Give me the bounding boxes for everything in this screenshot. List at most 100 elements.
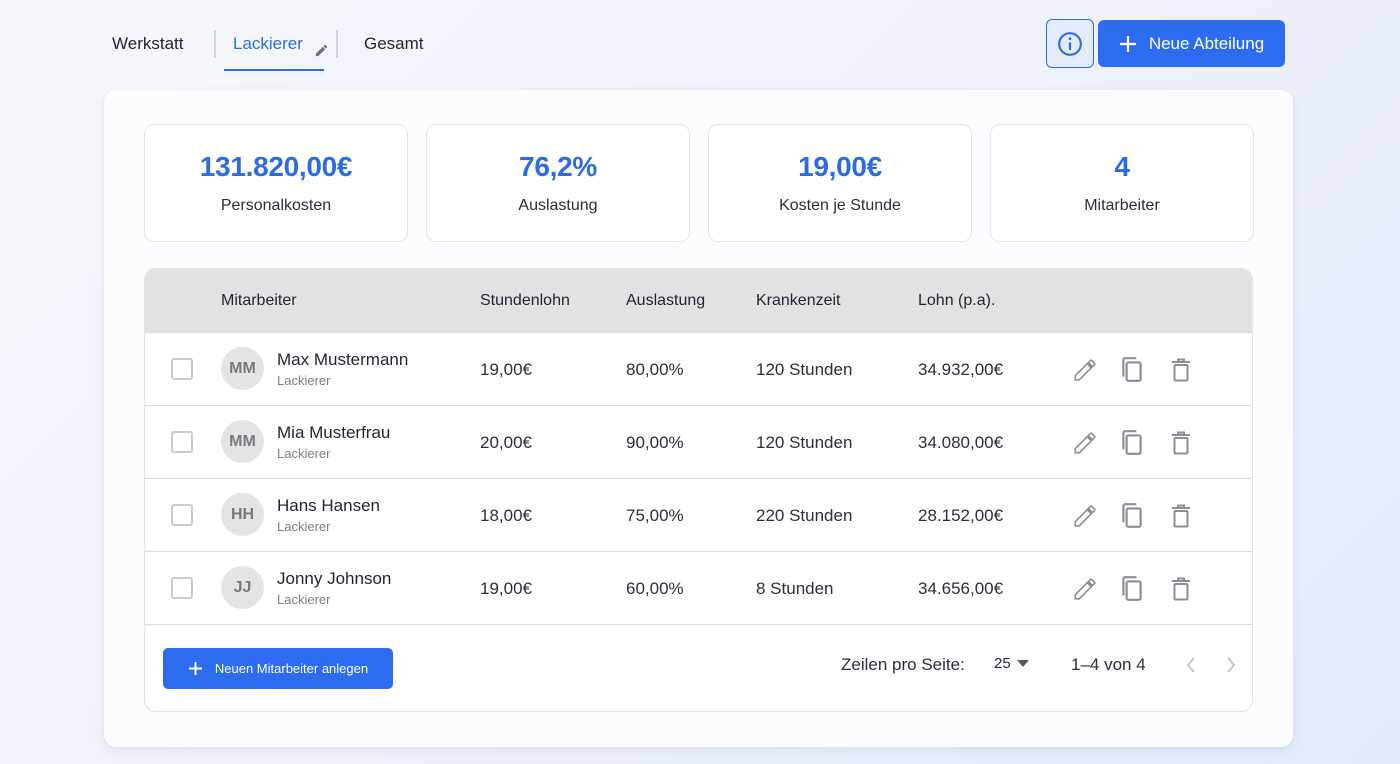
pencil-icon xyxy=(1074,432,1096,454)
copy-icon xyxy=(1122,357,1142,382)
tab-lackierer[interactable]: Lackierer xyxy=(216,26,336,72)
hourly-wage-cell: 19,00€ xyxy=(480,579,532,598)
plus-icon xyxy=(1119,35,1136,52)
employee-role: Lackierer xyxy=(277,592,331,607)
rows-per-page-select[interactable]: 25 xyxy=(994,655,1029,672)
avatar-initials: JJ xyxy=(233,578,252,596)
column-header-annual-pay[interactable]: Lohn (p.a). xyxy=(918,292,996,309)
hourly-wage-cell: 19,00€ xyxy=(480,360,532,379)
duplicate-button[interactable] xyxy=(1117,574,1147,604)
kpi-employee-count: 4 Mitarbeiter xyxy=(990,124,1254,242)
pencil-icon xyxy=(1074,505,1096,527)
copy-icon xyxy=(1122,576,1142,601)
chevron-left-icon xyxy=(1186,657,1195,673)
employee-role: Lackierer xyxy=(277,446,331,461)
department-tabs: Werkstatt Lackierer Gesamt xyxy=(112,26,424,72)
delete-button[interactable] xyxy=(1166,574,1196,604)
edit-button[interactable] xyxy=(1070,574,1100,604)
duplicate-button[interactable] xyxy=(1117,355,1147,385)
avatar-initials: HH xyxy=(230,505,255,523)
employee-role: Lackierer xyxy=(277,519,331,534)
previous-page-button[interactable] xyxy=(1181,655,1201,675)
column-header-hourly-wage[interactable]: Stundenlohn xyxy=(480,292,570,309)
copy-icon xyxy=(1122,430,1142,455)
kpi-value: 19,00€ xyxy=(798,151,882,182)
kpi-value: 4 xyxy=(1114,151,1130,182)
tab-gesamt[interactable]: Gesamt xyxy=(338,26,424,72)
trash-icon xyxy=(1172,431,1190,455)
new-department-button[interactable]: Neue Abteilung xyxy=(1098,20,1285,67)
chevron-right-icon xyxy=(1227,657,1236,673)
employee-role: Lackierer xyxy=(277,373,331,388)
table-row: MM Max Mustermann Lackierer 19,00€ 80,00… xyxy=(145,332,1252,405)
row-checkbox[interactable] xyxy=(171,504,193,526)
rows-per-page-value: 25 xyxy=(994,655,1011,672)
tab-lackierer-label: Lackierer xyxy=(233,34,303,53)
annual-pay-cell: 34.080,00€ xyxy=(918,433,1004,452)
kpi-value: 131.820,00€ xyxy=(199,151,353,182)
department-card: 131.820,00€ Personalkosten 76,2% Auslast… xyxy=(104,90,1293,747)
kpi-utilization: 76,2% Auslastung xyxy=(426,124,690,242)
utilization-cell: 60,00% xyxy=(626,579,684,598)
hourly-wage-cell: 20,00€ xyxy=(480,433,532,452)
row-checkbox[interactable] xyxy=(171,577,193,599)
delete-button[interactable] xyxy=(1166,428,1196,458)
table-footer: Neuen Mitarbeiter anlegen Zeilen pro Sei… xyxy=(145,624,1252,711)
edit-button[interactable] xyxy=(1070,501,1100,531)
sick-time-cell: 120 Stunden xyxy=(756,433,853,452)
table-row: HH Hans Hansen Lackierer 18,00€ 75,00% 2… xyxy=(145,478,1252,551)
employee-name: Hans Hansen xyxy=(277,496,381,515)
row-checkbox[interactable] xyxy=(171,431,193,453)
delete-button[interactable] xyxy=(1166,355,1196,385)
column-header-sick-time[interactable]: Krankenzeit xyxy=(756,292,841,309)
kpi-label: Auslastung xyxy=(518,197,598,214)
plus-icon xyxy=(188,662,202,675)
edit-button[interactable] xyxy=(1070,428,1100,458)
edit-button[interactable] xyxy=(1070,355,1100,385)
info-button[interactable] xyxy=(1046,19,1094,68)
pencil-icon xyxy=(1074,359,1096,381)
table-row: MM Mia Musterfrau Lackierer 20,00€ 90,00… xyxy=(145,405,1252,478)
avatar: JJ xyxy=(221,566,264,609)
column-header-utilization[interactable]: Auslastung xyxy=(626,292,706,309)
hourly-wage-cell: 18,00€ xyxy=(480,506,532,525)
employee-table: Mitarbeiter Stundenlohn Auslastung Krank… xyxy=(144,268,1253,712)
delete-button[interactable] xyxy=(1166,501,1196,531)
trash-icon xyxy=(1172,504,1190,528)
utilization-cell: 80,00% xyxy=(626,360,684,379)
next-page-button[interactable] xyxy=(1221,655,1241,675)
utilization-cell: 90,00% xyxy=(626,433,684,452)
table-header: Mitarbeiter Stundenlohn Auslastung Krank… xyxy=(145,269,1252,332)
duplicate-button[interactable] xyxy=(1117,428,1147,458)
tab-separator xyxy=(214,30,216,58)
kpi-label: Mitarbeiter xyxy=(1084,197,1160,214)
row-checkbox[interactable] xyxy=(171,358,193,380)
trash-icon xyxy=(1172,577,1190,601)
rows-per-page-label: Zeilen pro Seite: xyxy=(841,655,965,674)
kpi-label: Personalkosten xyxy=(220,197,332,214)
tab-werkstatt[interactable]: Werkstatt xyxy=(112,26,212,72)
kpi-cost-per-hour: 19,00€ Kosten je Stunde xyxy=(708,124,972,242)
pencil-icon xyxy=(1074,578,1096,600)
duplicate-button[interactable] xyxy=(1117,501,1147,531)
kpi-value: 76,2% xyxy=(519,151,597,182)
utilization-cell: 75,00% xyxy=(626,506,684,525)
info-icon xyxy=(1058,31,1082,56)
annual-pay-cell: 34.932,00€ xyxy=(918,360,1004,379)
pagination-range: 1–4 von 4 xyxy=(1071,655,1146,674)
column-header-employee[interactable]: Mitarbeiter xyxy=(221,292,297,309)
add-employee-button[interactable]: Neuen Mitarbeiter anlegen xyxy=(163,648,393,689)
employee-name: Max Mustermann xyxy=(277,350,409,369)
annual-pay-cell: 28.152,00€ xyxy=(918,506,1004,525)
sick-time-cell: 220 Stunden xyxy=(756,506,853,525)
employee-name: Mia Musterfrau xyxy=(277,423,391,442)
avatar-initials: MM xyxy=(229,359,256,377)
annual-pay-cell: 34.656,00€ xyxy=(918,579,1004,598)
add-employee-label: Neuen Mitarbeiter anlegen xyxy=(214,661,369,676)
edit-tab-pencil-icon[interactable] xyxy=(314,35,329,71)
trash-icon xyxy=(1172,358,1190,382)
caret-down-icon xyxy=(1016,659,1029,667)
tab-separator xyxy=(336,30,338,58)
kpi-label: Kosten je Stunde xyxy=(779,197,901,214)
table-row: JJ Jonny Johnson Lackierer 19,00€ 60,00%… xyxy=(145,551,1252,624)
